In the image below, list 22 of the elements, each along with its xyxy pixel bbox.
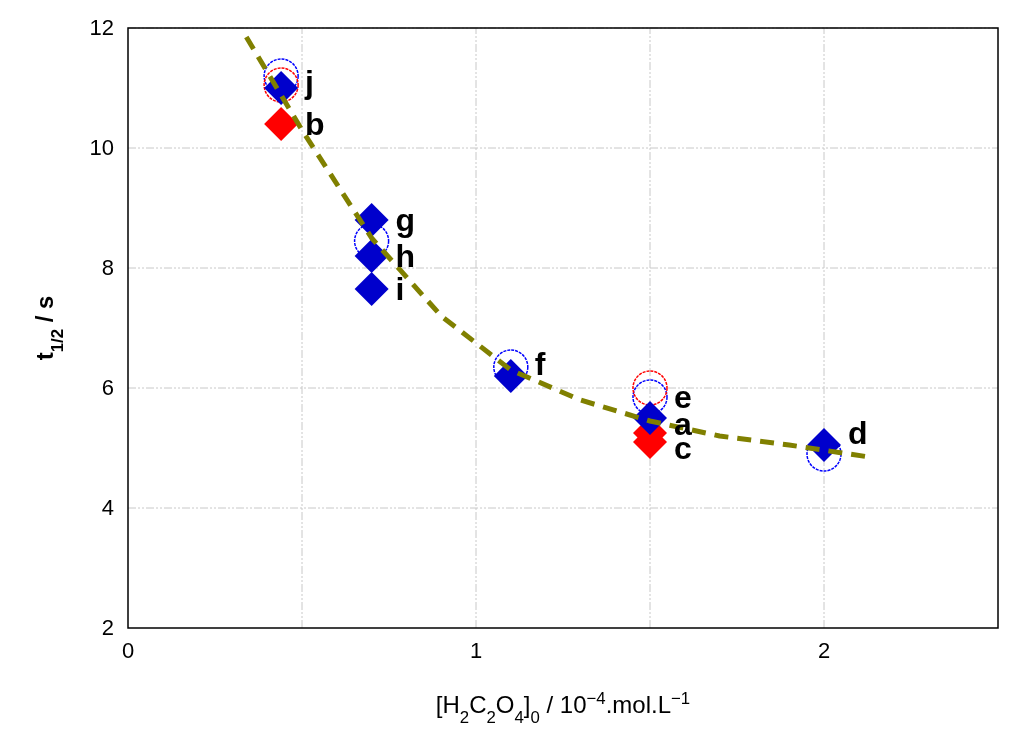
annotation: e — [674, 379, 692, 415]
text: [H$_{2}$C$_{2}$O$_{4}$]$_{0}$ / 10$^{−4}$.mol.L$^{−1}$ — [435, 688, 691, 727]
y-tick-label: 12 — [89, 15, 114, 40]
annotation: g — [395, 202, 416, 238]
point — [264, 107, 299, 141]
y-tick-label: 8 — [101, 255, 114, 280]
point — [632, 370, 668, 406]
point — [354, 272, 389, 306]
y-tick-label: 10 — [89, 135, 114, 160]
point — [354, 239, 389, 273]
annotation: i — [395, 271, 405, 307]
y-tick-label: 2 — [101, 615, 114, 640]
y-tick-label: 6 — [101, 375, 114, 400]
annotation: f — [534, 346, 546, 382]
x-tick-label: 2 — [817, 638, 831, 663]
x-tick-label: 0 — [121, 638, 135, 663]
annotation: b — [305, 106, 325, 142]
y-tick-label: 4 — [101, 495, 114, 520]
annotation: h — [395, 238, 416, 274]
annotation: j — [304, 64, 315, 100]
x-tick-label: 1 — [469, 638, 483, 663]
annotation: d — [848, 415, 868, 451]
